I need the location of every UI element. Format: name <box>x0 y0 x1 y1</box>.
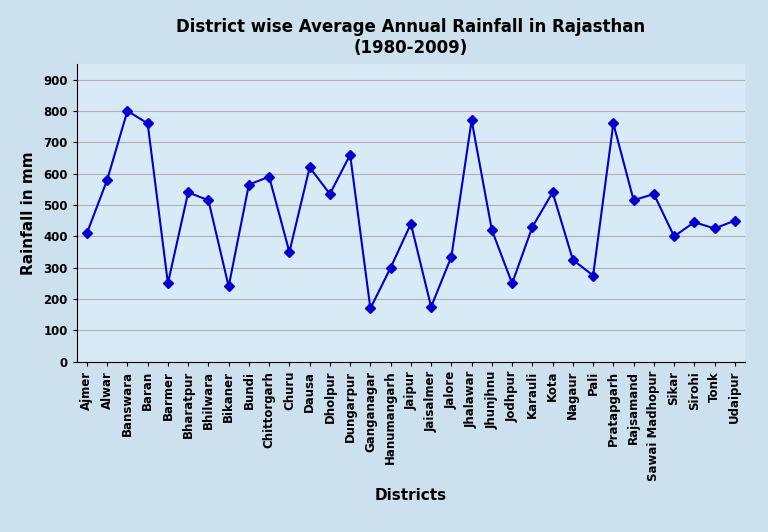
Title: District wise Average Annual Rainfall in Rajasthan
(1980-2009): District wise Average Annual Rainfall in… <box>177 18 645 57</box>
Y-axis label: Rainfall in mm: Rainfall in mm <box>22 151 36 275</box>
X-axis label: Districts: Districts <box>375 488 447 503</box>
